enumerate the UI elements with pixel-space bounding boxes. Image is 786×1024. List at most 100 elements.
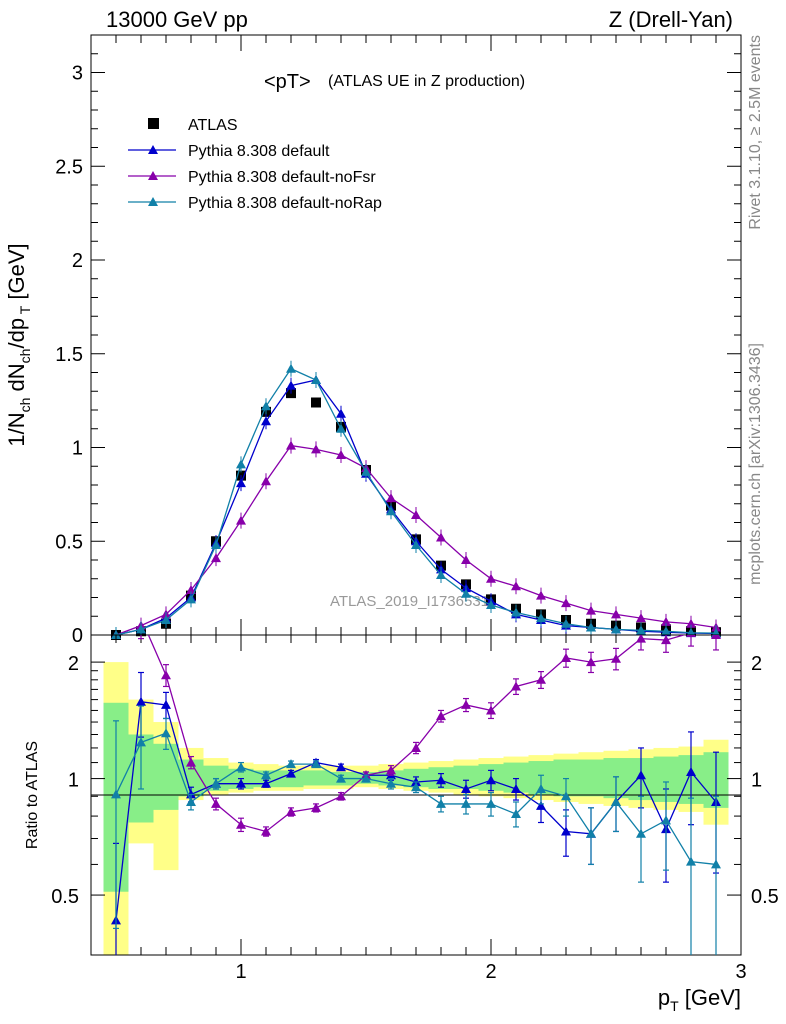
ratio-data-point bbox=[411, 742, 421, 752]
mc-data-point bbox=[236, 478, 246, 488]
mc-data-point bbox=[236, 515, 246, 525]
ratio-y-tick-label: 0.5 bbox=[51, 886, 79, 908]
legend-marker bbox=[148, 145, 158, 154]
y-tick-label: 0 bbox=[72, 625, 83, 647]
mc-data-point bbox=[186, 594, 196, 604]
header-left: 13000 GeV pp bbox=[106, 7, 248, 32]
ratio-data-point bbox=[336, 762, 346, 772]
ratio-data-point bbox=[436, 711, 446, 721]
ratio-panel: 0.5 0.5 1 1 2 2 1 2 3 bbox=[51, 634, 779, 983]
ratio-data-point bbox=[686, 635, 696, 637]
mc-data-point bbox=[436, 570, 446, 579]
ratio-data-point bbox=[586, 657, 596, 667]
mc-data-point bbox=[136, 624, 146, 634]
ratio-data-point bbox=[161, 699, 171, 709]
ratio-data-point bbox=[286, 806, 296, 816]
ratio-data-point bbox=[236, 819, 246, 829]
ratio-series-line bbox=[115, 700, 717, 921]
ratio-data-point bbox=[261, 770, 271, 780]
ratio-data-point bbox=[336, 791, 346, 801]
ratio-data-point bbox=[261, 826, 271, 836]
mc-data-point bbox=[311, 444, 321, 454]
uncertainty-band-stat bbox=[578, 759, 604, 797]
uncertainty-band-stat bbox=[153, 743, 179, 810]
mc-data-point bbox=[586, 605, 596, 615]
ratio-data-point bbox=[561, 826, 571, 836]
mc-data-point bbox=[411, 540, 421, 549]
ratio-data-point bbox=[511, 681, 521, 691]
ratio-data-point bbox=[511, 783, 521, 793]
mc-data-point bbox=[586, 622, 596, 632]
ratio-data-point bbox=[561, 652, 571, 662]
panel-title: <pT> bbox=[264, 71, 311, 93]
legend-marker-atlas bbox=[148, 118, 159, 129]
ratio-data-point bbox=[136, 737, 146, 747]
legend-entry: Pythia 8.308 default bbox=[188, 143, 330, 160]
ratio-y-tick-label-right: 0.5 bbox=[751, 886, 779, 908]
mc-data-point bbox=[311, 375, 321, 384]
mc-data-point bbox=[486, 573, 496, 583]
ratio-data-point bbox=[236, 778, 246, 788]
top-ylabel: 1/Nch dNch/dp T [GeV] bbox=[4, 243, 33, 446]
legend-entry: Pythia 8.308 default-noRap bbox=[188, 195, 382, 212]
ratio-data-point bbox=[336, 773, 346, 783]
mc-data-point bbox=[386, 506, 396, 516]
ratio-data-point bbox=[411, 782, 421, 792]
ratio-series-group bbox=[111, 635, 721, 955]
ratio-data-point bbox=[611, 796, 621, 806]
mc-data-point bbox=[561, 598, 571, 608]
ratio-data-point bbox=[636, 770, 646, 780]
mcplots-label: mcplots.cern.ch [arXiv:1306.3436] bbox=[747, 343, 764, 585]
ratio-data-point bbox=[186, 796, 196, 806]
mc-data-point bbox=[561, 618, 571, 628]
mc-data-point bbox=[436, 532, 446, 542]
ratio-data-point bbox=[136, 696, 146, 706]
ratio-data-point bbox=[586, 828, 596, 838]
mc-data-point bbox=[236, 459, 246, 469]
ratio-data-point bbox=[536, 800, 546, 810]
ratio-data-point bbox=[386, 778, 396, 788]
mc-data-point bbox=[511, 581, 521, 591]
mc-data-point bbox=[411, 510, 421, 519]
mc-data-point bbox=[611, 609, 621, 619]
ratio-data-point bbox=[486, 705, 496, 715]
ratio-data-point bbox=[186, 757, 196, 767]
ratio-data-point bbox=[161, 670, 171, 680]
analysis-watermark: ATLAS_2019_I1736531 bbox=[330, 593, 489, 610]
ratio-data-point bbox=[486, 798, 496, 808]
mc-data-point bbox=[261, 476, 271, 486]
mc-data-point bbox=[636, 625, 646, 635]
mc-data-point bbox=[286, 440, 296, 450]
ratio-data-point bbox=[386, 765, 396, 775]
ratio-data-point bbox=[286, 768, 296, 778]
ratio-y-tick-label-right: 2 bbox=[751, 653, 762, 675]
ratio-data-point bbox=[561, 791, 571, 801]
y-tick-label: 2.5 bbox=[55, 156, 83, 178]
mc-data-point bbox=[261, 416, 271, 426]
mc-data-point bbox=[461, 588, 471, 598]
ratio-data-point bbox=[311, 759, 321, 769]
x-tick-label: 1 bbox=[235, 961, 246, 983]
ratio-data-point bbox=[261, 778, 271, 788]
ratio-data-point bbox=[461, 699, 471, 709]
mc-data-point bbox=[336, 450, 346, 459]
mc-data-point bbox=[211, 553, 221, 563]
x-axis-label: pT [GeV] bbox=[658, 985, 741, 1014]
mc-data-point bbox=[186, 585, 196, 594]
mc-data-point bbox=[336, 423, 346, 433]
ratio-data-point bbox=[636, 828, 646, 838]
mc-data-point bbox=[611, 624, 621, 634]
legend-marker bbox=[148, 171, 158, 180]
y-tick-label: 1.5 bbox=[55, 344, 83, 366]
ratio-data-point bbox=[286, 759, 296, 769]
x-tick-label: 2 bbox=[485, 961, 496, 983]
mc-data-point bbox=[286, 380, 296, 390]
mc-data-point bbox=[636, 613, 646, 623]
mc-data-point bbox=[361, 466, 371, 476]
mc-data-point bbox=[486, 600, 496, 609]
y-tick-label: 3 bbox=[72, 63, 83, 85]
legend: ATLAS Pythia 8.308 default Pythia 8.308 de… bbox=[128, 117, 382, 212]
uncertainty-band-stat bbox=[278, 770, 304, 788]
x-tick-label: 3 bbox=[735, 961, 746, 983]
